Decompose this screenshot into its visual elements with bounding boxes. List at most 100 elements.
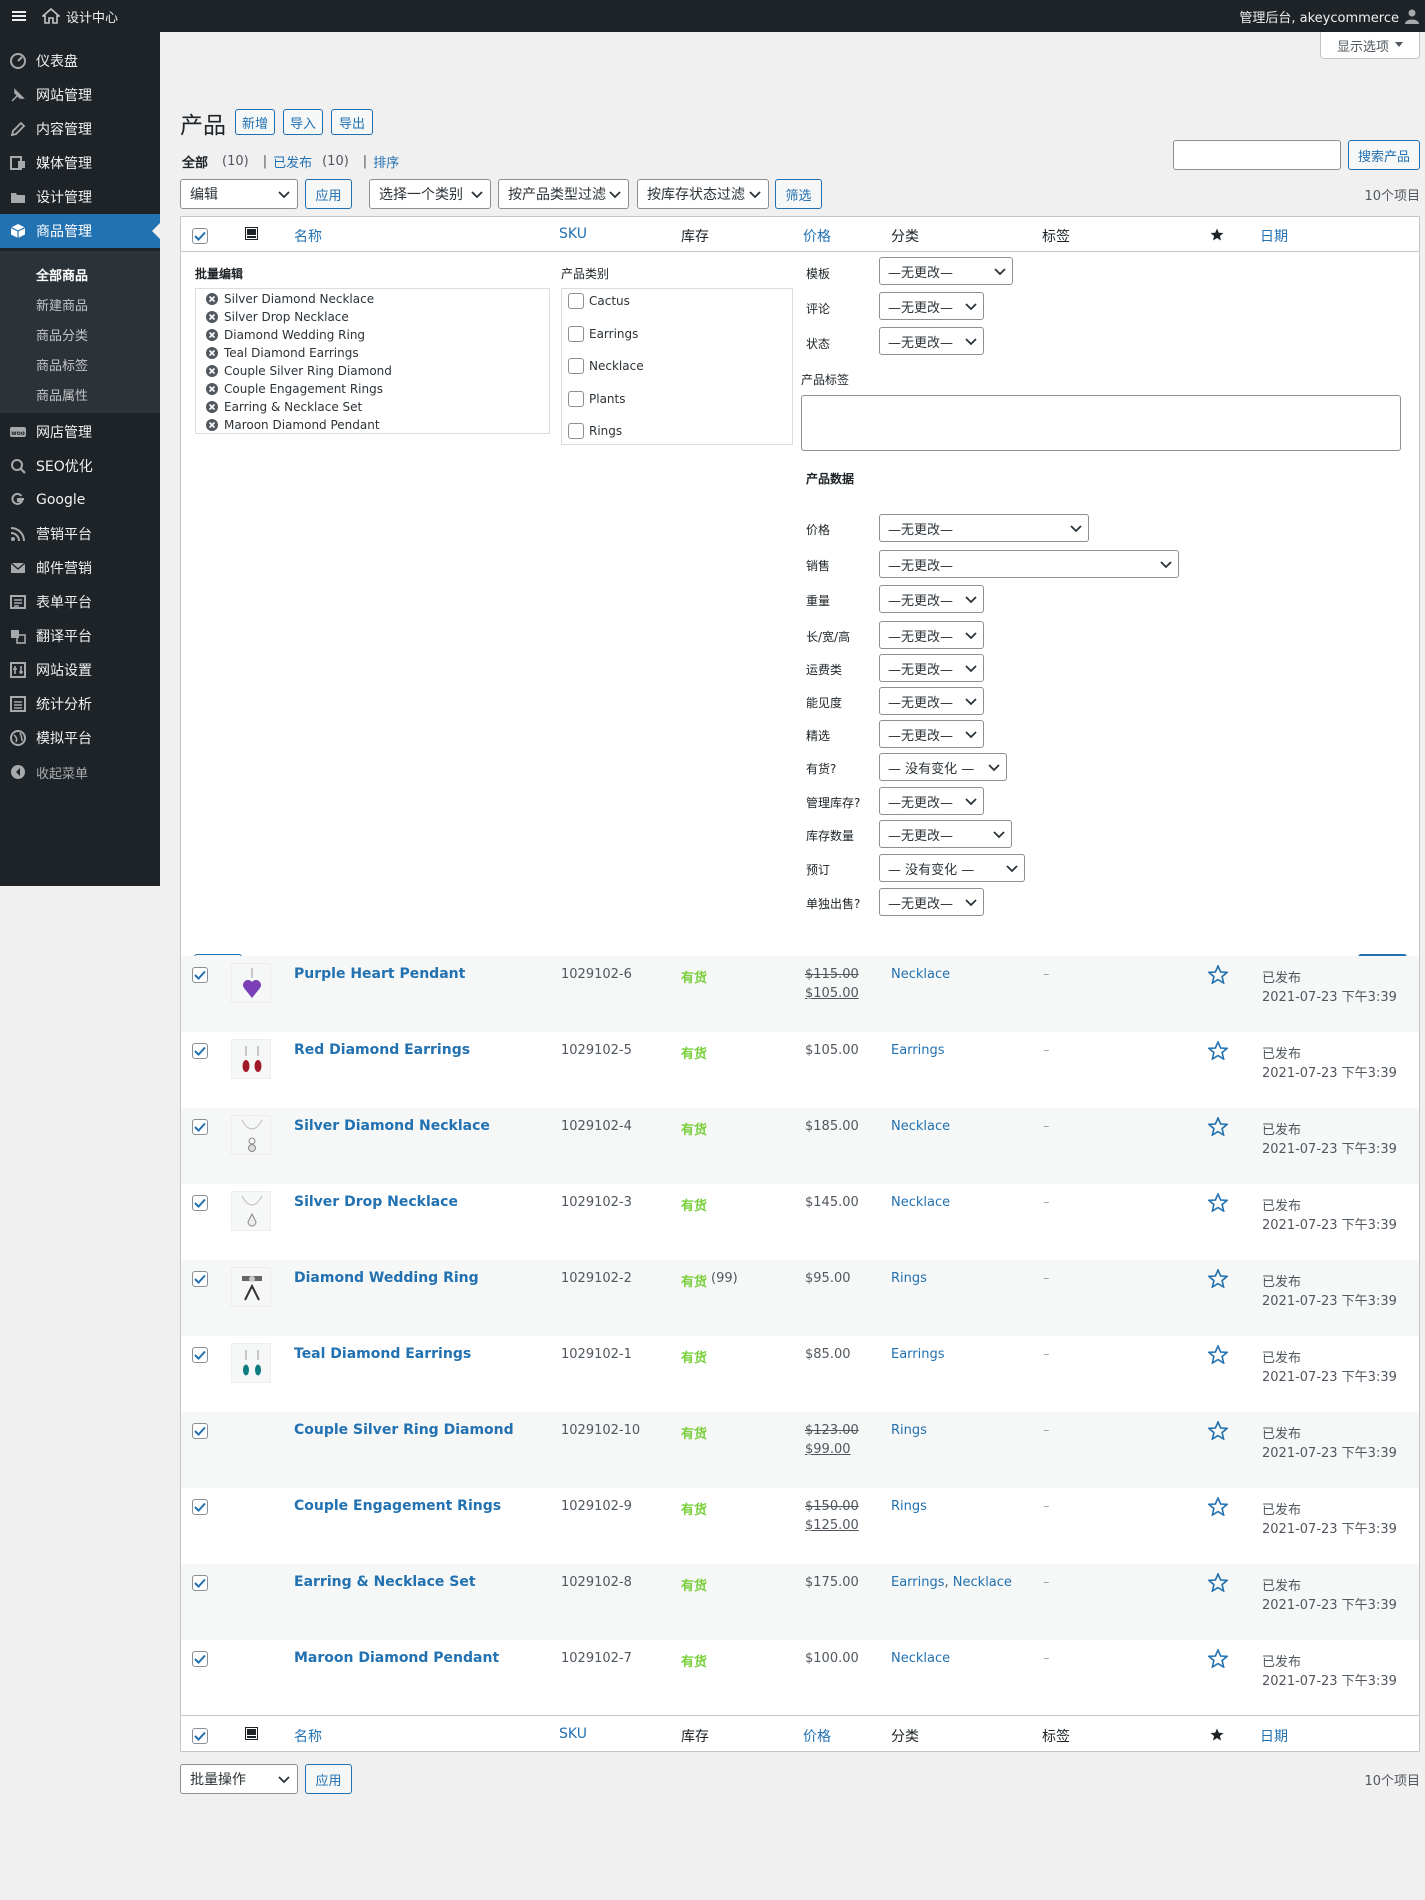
col-price-footer[interactable]: 价格: [803, 1729, 831, 1745]
product-name-link[interactable]: Couple Engagement Rings: [294, 1498, 502, 1514]
sidebar-item-settings[interactable]: 网站设置: [0, 653, 160, 687]
product-thumbnail[interactable]: [231, 963, 271, 1003]
sidebar-item-form[interactable]: 表单平台: [0, 585, 160, 619]
stock-status-filter-select[interactable]: 按库存状态过滤: [637, 179, 769, 209]
filter-published-link[interactable]: 已发布: [273, 156, 313, 171]
filter-all-link[interactable]: 全部: [182, 156, 209, 171]
sidebar-item-globe[interactable]: 模拟平台: [0, 721, 160, 755]
sidebar-item-chart[interactable]: 统计分析: [0, 687, 160, 721]
star-outline-icon[interactable]: [1208, 1421, 1228, 1440]
sidebar-item-google[interactable]: Google: [0, 483, 160, 517]
category-link[interactable]: Earrings: [891, 1347, 945, 1362]
product-data-field-select[interactable]: —无更改—: [879, 720, 984, 748]
submenu-item[interactable]: 商品属性: [36, 389, 89, 404]
product-thumbnail[interactable]: [231, 1343, 271, 1383]
category-checkbox[interactable]: [568, 325, 584, 342]
category-checkbox[interactable]: [568, 358, 584, 374]
row-checkbox[interactable]: [192, 1043, 208, 1059]
template-select[interactable]: —无更改—: [879, 257, 1013, 285]
select-all-checkbox-bottom[interactable]: [192, 1728, 208, 1744]
col-sku-footer[interactable]: SKU: [559, 1726, 587, 1742]
product-thumbnail[interactable]: [231, 1039, 271, 1079]
category-link[interactable]: Earrings: [891, 1575, 945, 1590]
remove-circle-icon[interactable]: [206, 382, 218, 395]
add-new-button[interactable]: 新增: [235, 109, 275, 135]
sidebar-item-pin[interactable]: 网站管理: [0, 78, 160, 112]
category-checkbox-item[interactable]: Rings: [568, 423, 622, 439]
search-products-button[interactable]: 搜索产品: [1348, 140, 1420, 170]
col-date[interactable]: 日期: [1260, 229, 1288, 245]
row-checkbox[interactable]: [192, 1347, 208, 1363]
sidebar-item-dashboard[interactable]: 仪表盘: [0, 44, 160, 78]
remove-circle-icon[interactable]: [206, 310, 218, 323]
featured-column-star-icon[interactable]: [1210, 228, 1224, 241]
site-name-link[interactable]: 设计中心: [42, 0, 118, 32]
product-name-link[interactable]: Red Diamond Earrings: [294, 1042, 471, 1058]
row-checkbox[interactable]: [192, 1119, 208, 1135]
star-outline-icon[interactable]: [1208, 1497, 1228, 1516]
category-filter-select[interactable]: 选择一个类别: [369, 179, 491, 209]
category-link[interactable]: Rings: [891, 1499, 927, 1514]
product-name-link[interactable]: Diamond Wedding Ring: [294, 1270, 479, 1286]
product-type-filter-select[interactable]: 按产品类型过滤: [498, 179, 629, 209]
star-outline-icon[interactable]: [1208, 965, 1228, 984]
remove-circle-icon[interactable]: [206, 400, 218, 413]
sidebar-item-edit[interactable]: 内容管理: [0, 112, 160, 146]
comment-select[interactable]: —无更改—: [879, 292, 984, 320]
product-data-field-select[interactable]: —无更改—: [879, 820, 1012, 848]
remove-circle-icon[interactable]: [206, 364, 218, 377]
product-thumbnail[interactable]: [231, 1115, 271, 1155]
product-data-field-select[interactable]: —无更改—: [879, 514, 1089, 542]
row-checkbox[interactable]: [192, 1651, 208, 1667]
product-data-field-select[interactable]: —无更改—: [879, 585, 984, 613]
screen-options-button[interactable]: 显示选项: [1320, 32, 1420, 59]
product-data-field-select[interactable]: —无更改—: [879, 687, 984, 715]
product-data-field-select[interactable]: —无更改—: [879, 888, 984, 916]
product-name-link[interactable]: Maroon Diamond Pendant: [294, 1650, 500, 1666]
row-checkbox[interactable]: [192, 1423, 208, 1439]
product-thumbnail[interactable]: [231, 1267, 271, 1307]
star-outline-icon[interactable]: [1208, 1573, 1228, 1592]
sidebar-item-email[interactable]: 邮件营销: [0, 551, 160, 585]
product-thumbnail[interactable]: [231, 1191, 271, 1231]
export-button[interactable]: 导出: [331, 109, 373, 135]
category-link[interactable]: Necklace: [891, 967, 951, 982]
status-select[interactable]: —无更改—: [879, 327, 984, 355]
submenu-item[interactable]: 商品标签: [36, 359, 89, 374]
category-checkbox[interactable]: [568, 293, 584, 309]
sidebar-item-search[interactable]: SEO优化: [0, 449, 160, 483]
product-data-field-select[interactable]: —无更改—: [879, 787, 984, 815]
category-checkbox[interactable]: [568, 423, 584, 439]
category-checkbox-item[interactable]: Plants: [568, 390, 626, 407]
bulk-apply-button-bottom[interactable]: 应用: [305, 1764, 352, 1794]
sidebar-item-collapse[interactable]: 收起菜单: [0, 755, 160, 789]
bulk-action-select[interactable]: 编辑: [180, 179, 298, 209]
category-checkbox[interactable]: [568, 390, 584, 407]
submenu-item[interactable]: 新建商品: [36, 299, 89, 314]
category-link[interactable]: Earrings: [891, 1043, 945, 1058]
account-menu[interactable]: 管理后台, akeycommerce: [1239, 0, 1419, 32]
product-name-link[interactable]: Couple Silver Ring Diamond: [294, 1422, 514, 1438]
featured-column-star-icon[interactable]: [1210, 1728, 1224, 1741]
star-outline-icon[interactable]: [1208, 1269, 1228, 1288]
star-outline-icon[interactable]: [1208, 1041, 1228, 1060]
filter-button[interactable]: 筛选: [775, 179, 822, 209]
sidebar-item-media[interactable]: 媒体管理: [0, 146, 160, 180]
submenu-item[interactable]: 全部商品: [36, 269, 89, 284]
bulk-apply-button[interactable]: 应用: [305, 179, 352, 209]
row-checkbox[interactable]: [192, 967, 208, 983]
product-name-link[interactable]: Silver Diamond Necklace: [294, 1118, 490, 1134]
star-outline-icon[interactable]: [1208, 1193, 1228, 1212]
col-name[interactable]: 名称: [294, 229, 322, 245]
sort-link[interactable]: 排序: [373, 156, 400, 171]
star-outline-icon[interactable]: [1208, 1649, 1228, 1668]
sidebar-item-folder[interactable]: 设计管理: [0, 180, 160, 214]
menu-toggle[interactable]: [12, 0, 26, 32]
category-checkbox-item[interactable]: Necklace: [568, 358, 644, 374]
select-all-checkbox[interactable]: [192, 228, 208, 244]
category-link[interactable]: Rings: [891, 1423, 927, 1438]
product-data-field-select[interactable]: — 没有变化 —: [879, 753, 1007, 781]
col-sku[interactable]: SKU: [559, 226, 587, 242]
submenu-item[interactable]: 商品分类: [36, 329, 89, 344]
category-link[interactable]: Rings: [891, 1271, 927, 1286]
